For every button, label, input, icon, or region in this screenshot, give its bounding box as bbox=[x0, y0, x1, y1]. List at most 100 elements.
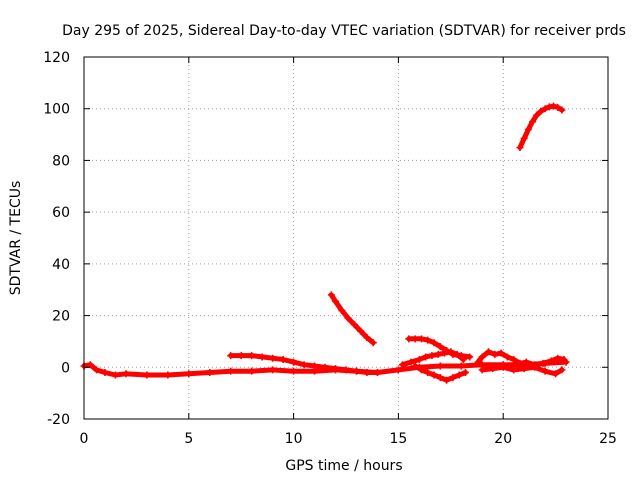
series-dips-19-23h bbox=[478, 363, 566, 378]
data-point bbox=[453, 350, 461, 358]
data-point bbox=[227, 352, 235, 360]
y-axis-title: SDTVAR / TECUs bbox=[8, 181, 24, 296]
data-point bbox=[422, 353, 430, 361]
data-point bbox=[491, 350, 499, 358]
data-point bbox=[248, 367, 256, 375]
data-point bbox=[352, 367, 360, 375]
data-point bbox=[522, 358, 530, 366]
data-point bbox=[560, 356, 568, 364]
data-point bbox=[417, 366, 425, 374]
data-point bbox=[466, 353, 474, 361]
data-point bbox=[552, 370, 560, 378]
data-point bbox=[459, 356, 467, 364]
data-point bbox=[550, 102, 558, 110]
data-point bbox=[520, 134, 528, 142]
data-point bbox=[369, 339, 377, 347]
data-point bbox=[279, 356, 287, 364]
data-point bbox=[185, 370, 193, 378]
data-point bbox=[443, 376, 451, 384]
y-tick-label: 60 bbox=[52, 205, 70, 221]
data-point bbox=[510, 356, 518, 364]
series-scatter-16-18h bbox=[399, 348, 467, 369]
y-tick-label: 120 bbox=[43, 50, 70, 66]
plot-frame bbox=[83, 56, 609, 420]
data-point bbox=[394, 366, 402, 374]
data-point bbox=[164, 371, 172, 379]
data-point bbox=[436, 362, 444, 370]
data-point bbox=[489, 365, 497, 373]
data-point bbox=[327, 291, 335, 299]
data-point bbox=[227, 367, 235, 375]
x-tick-label: 20 bbox=[494, 431, 512, 447]
data-point bbox=[237, 352, 245, 360]
data-point bbox=[529, 118, 537, 126]
data-point bbox=[554, 354, 562, 362]
data-point bbox=[342, 366, 350, 374]
data-point bbox=[363, 334, 371, 342]
data-point bbox=[269, 366, 277, 374]
series-arc-12h bbox=[327, 291, 377, 347]
data-point bbox=[434, 350, 442, 358]
data-point bbox=[415, 356, 423, 364]
data-point bbox=[499, 363, 507, 371]
x-axis-title: GPS time / hours bbox=[285, 458, 402, 474]
series-scatter-19-23h bbox=[474, 348, 568, 369]
data-point bbox=[206, 368, 214, 376]
data-point bbox=[363, 368, 371, 376]
data-point bbox=[531, 363, 539, 371]
data-point bbox=[143, 371, 151, 379]
data-point bbox=[510, 366, 518, 374]
data-point bbox=[300, 361, 308, 369]
data-point bbox=[541, 105, 549, 113]
data-point bbox=[441, 349, 449, 357]
series-arc-7h bbox=[227, 352, 381, 376]
data-point bbox=[485, 348, 493, 356]
series-line bbox=[328, 292, 376, 346]
data-point bbox=[533, 111, 541, 119]
data-point bbox=[449, 374, 457, 382]
data-point bbox=[411, 335, 419, 343]
data-point bbox=[269, 354, 277, 362]
data-point bbox=[478, 366, 486, 374]
data-point bbox=[373, 368, 381, 376]
y-tick-label: 80 bbox=[52, 153, 70, 169]
data-point bbox=[338, 306, 346, 314]
data-point bbox=[461, 368, 469, 376]
data-point bbox=[417, 335, 425, 343]
data-point bbox=[428, 352, 436, 360]
data-point bbox=[332, 365, 340, 373]
data-point bbox=[332, 297, 340, 305]
data-point bbox=[411, 362, 419, 370]
data-point bbox=[537, 107, 545, 115]
data-point bbox=[407, 358, 415, 366]
data-point bbox=[430, 371, 438, 379]
data-point bbox=[558, 106, 566, 114]
data-point bbox=[248, 352, 256, 360]
x-axis-ticks: 0 5 10 15 20 25 bbox=[80, 57, 617, 447]
data-point bbox=[520, 365, 528, 373]
data-point bbox=[558, 366, 566, 374]
data-point bbox=[290, 367, 298, 375]
y-tick-label: 40 bbox=[52, 257, 70, 273]
data-point bbox=[478, 353, 486, 361]
x-tick-label: 25 bbox=[599, 431, 617, 447]
data-point bbox=[497, 349, 505, 357]
series-dips-16-18h bbox=[411, 362, 469, 384]
data-point bbox=[344, 314, 352, 322]
data-point bbox=[455, 371, 463, 379]
data-point bbox=[474, 358, 482, 366]
x-tick-label: 10 bbox=[285, 431, 303, 447]
x-tick-label: 5 bbox=[184, 431, 193, 447]
data-point bbox=[516, 359, 524, 367]
data-point bbox=[541, 367, 549, 375]
data-point bbox=[111, 371, 119, 379]
data-point bbox=[447, 348, 455, 356]
data-point bbox=[430, 339, 438, 347]
data-point bbox=[321, 363, 329, 371]
data-point bbox=[311, 362, 319, 370]
data-point bbox=[424, 336, 432, 344]
data-point bbox=[424, 368, 432, 376]
x-tick-label: 0 bbox=[80, 431, 89, 447]
data-point bbox=[399, 361, 407, 369]
